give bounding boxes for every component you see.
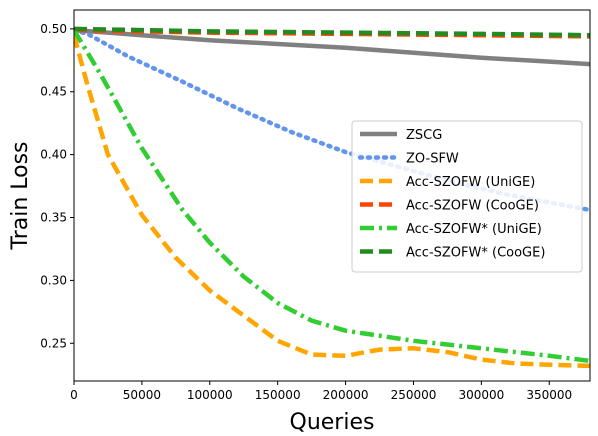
y-tick-label: 0.25 [40,336,67,350]
legend: ZSCG ZO-SFW Acc-SZOFW (UniGE) Acc-SZOFW (Co… [351,120,583,273]
x-tick-label: 200000 [323,388,369,402]
x-tick-label: 250000 [391,388,437,402]
legend-entry: ZSCG [406,128,442,143]
y-tick-label: 0.50 [40,22,67,36]
legend-entry: Acc-SZOFW (UniGE) [406,175,535,190]
series-line-1 [74,27,590,67]
x-tick-label: 50000 [123,388,161,402]
x-tick-label: 150000 [255,388,301,402]
y-axis-ticks: 0.25 0.30 0.35 0.40 0.45 0.50 [40,22,74,350]
y-tick-label: 0.40 [40,148,67,162]
y-tick-label: 0.35 [40,211,67,225]
x-axis-label: Queries [290,410,375,435]
x-tick-label: 350000 [526,388,572,402]
series-line-5 [74,28,590,364]
series-line-6 [74,26,590,38]
x-tick-label: 0 [70,388,78,402]
legend-entry: Acc-SZOFW* (UniGE) [406,222,542,237]
legend-box [351,120,583,273]
x-tick-label: 300000 [458,388,504,402]
legend-entry: Acc-SZOFW (CooGE) [406,199,539,214]
y-tick-label: 0.45 [40,85,67,99]
y-tick-label: 0.30 [40,273,67,287]
series-line-3 [74,34,590,369]
x-axis-ticks: 0 50000 100000 150000 200000 250000 300000 3500… [70,381,572,402]
legend-entry: ZO-SFW [406,152,459,167]
y-axis-label: Train Loss [8,141,33,250]
x-tick-label: 100000 [187,388,233,402]
plot-frame [73,9,591,382]
legend-entry: Acc-SZOFW* (CooGE) [406,246,545,261]
